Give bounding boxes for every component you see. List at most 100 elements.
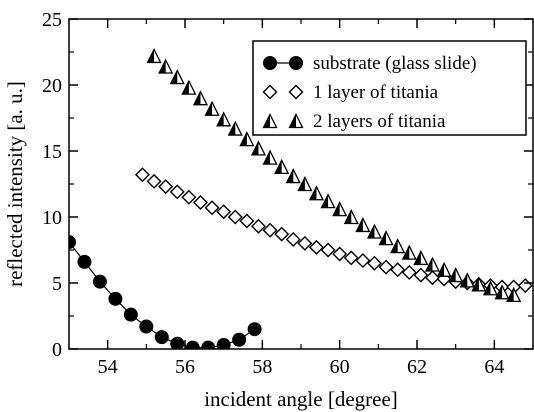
- y-tick-label: 20: [42, 75, 62, 97]
- y-tick-label: 15: [42, 141, 62, 163]
- point-2-layers: [506, 286, 522, 303]
- point-1-layer: [355, 253, 371, 269]
- series-1-layer: [134, 167, 533, 295]
- point-2-layers: [320, 193, 336, 209]
- y-tick-label: 25: [42, 9, 62, 31]
- point-2-layers: [250, 140, 267, 156]
- point-substrate: [108, 291, 123, 306]
- point-1-layer: [285, 231, 301, 247]
- point-1-layer: [517, 278, 533, 294]
- x-tick-label: 62: [407, 356, 427, 378]
- point-2-layers: [332, 201, 348, 217]
- point-2-layers: [482, 280, 499, 296]
- point-1-layer: [169, 184, 185, 200]
- point-1-layer: [332, 246, 348, 262]
- legend: substrate (glass slide) 1 layer of titan…: [252, 40, 527, 136]
- x-tick-label: 60: [330, 356, 350, 378]
- y-tick-label: 5: [52, 273, 62, 295]
- point-2-layers: [355, 216, 371, 233]
- point-2-layers: [424, 256, 441, 272]
- point-substrate: [154, 330, 169, 345]
- point-substrate: [201, 340, 216, 349]
- point-1-layer: [181, 189, 197, 205]
- point-substrate: [77, 254, 92, 269]
- legend-label-1-layer: 1 layer of titania: [313, 82, 439, 103]
- point-2-layers: [158, 58, 174, 74]
- point-1-layer: [158, 179, 174, 195]
- point-1-layer: [274, 226, 290, 242]
- point-2-layers: [413, 249, 429, 266]
- point-2-layers: [471, 276, 487, 292]
- point-1-layer: [216, 204, 232, 220]
- y-tick-label: 10: [42, 207, 62, 229]
- legend-marker-substrate: [263, 56, 277, 70]
- y-axis-label: reflected intensity [a. u.]: [3, 81, 27, 287]
- point-2-layers: [448, 267, 464, 283]
- point-1-layer: [366, 255, 382, 271]
- point-1-layer: [227, 209, 243, 225]
- x-tick-label: 56: [175, 356, 195, 378]
- legend-label-2-layers: 2 layers of titania: [313, 111, 446, 132]
- point-2-layers: [343, 209, 359, 225]
- point-substrate: [216, 338, 231, 349]
- point-1-layer: [378, 259, 394, 275]
- point-2-layers: [285, 168, 301, 184]
- point-substrate: [170, 336, 185, 349]
- point-2-layers: [181, 79, 197, 95]
- point-1-layer: [262, 222, 278, 238]
- point-1-layer: [204, 200, 220, 216]
- point-1-layer: [192, 194, 208, 210]
- series-substrate: [69, 235, 262, 349]
- x-tick-label: 54: [98, 356, 118, 378]
- legend-marker-substrate: [289, 56, 303, 70]
- legend-marker-2-layers: [262, 113, 278, 129]
- legend-label-substrate: substrate (glass slide): [313, 53, 477, 74]
- point-2-layers: [378, 230, 394, 246]
- x-tick-label: 58: [252, 356, 272, 378]
- point-2-layers: [308, 185, 325, 201]
- point-1-layer: [320, 242, 336, 258]
- point-2-layers: [262, 149, 278, 165]
- x-axis-label: incident angle [degree]: [204, 387, 398, 411]
- point-1-layer: [401, 264, 417, 280]
- legend-marker-1-layer: [262, 84, 278, 100]
- point-2-layers: [366, 223, 383, 239]
- point-substrate: [139, 319, 154, 334]
- point-2-layers: [192, 90, 209, 106]
- point-substrate: [69, 235, 76, 250]
- point-2-layers: [216, 111, 232, 127]
- point-2-layers: [494, 284, 510, 300]
- point-1-layer: [343, 250, 359, 266]
- point-2-layers: [297, 176, 313, 192]
- point-substrate: [232, 332, 247, 347]
- point-2-layers: [459, 272, 475, 288]
- point-2-layers: [204, 100, 220, 116]
- point-1-layer: [146, 173, 162, 189]
- point-1-layer: [390, 262, 406, 278]
- point-2-layers: [401, 244, 417, 260]
- point-2-layers: [146, 48, 162, 64]
- point-2-layers: [227, 120, 243, 136]
- point-substrate: [92, 274, 107, 289]
- point-2-layers: [274, 158, 290, 174]
- point-2-layers: [239, 131, 255, 147]
- point-substrate: [185, 340, 200, 349]
- point-2-layers: [390, 238, 406, 254]
- point-substrate: [123, 307, 138, 322]
- point-2-layers: [436, 261, 452, 277]
- point-1-layer: [308, 239, 324, 255]
- point-1-layer: [134, 167, 150, 183]
- legend-marker-2-layers: [288, 113, 304, 129]
- point-2-layers: [169, 69, 185, 85]
- point-1-layer: [413, 267, 429, 283]
- series-2-layers: [146, 48, 522, 303]
- point-substrate: [247, 322, 262, 337]
- y-tick-label: 0: [52, 339, 62, 361]
- point-1-layer: [239, 213, 255, 229]
- legend-marker-1-layer: [288, 84, 304, 100]
- point-1-layer: [297, 235, 313, 251]
- point-1-layer: [424, 270, 440, 286]
- x-tick-label: 64: [484, 356, 504, 378]
- point-1-layer: [250, 218, 266, 234]
